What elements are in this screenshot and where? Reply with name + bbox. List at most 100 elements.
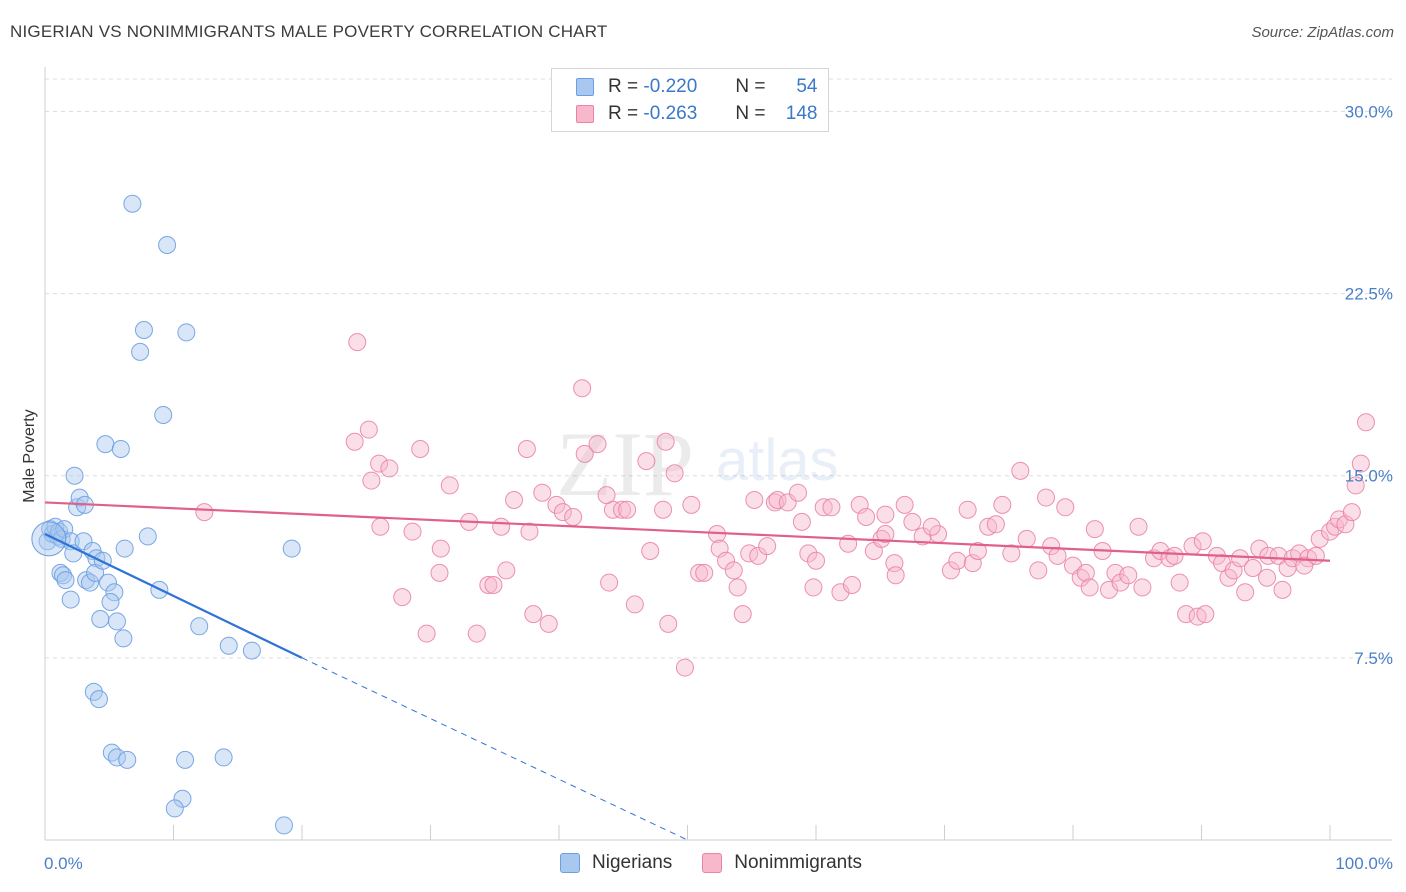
trend-line-nonimmigrants xyxy=(44,501,1331,562)
point-nonimmigrants xyxy=(431,539,450,558)
point-nonimmigrants xyxy=(659,614,678,633)
point-nonimmigrants xyxy=(1002,544,1021,563)
point-nonimmigrants xyxy=(1085,520,1104,539)
point-nonimmigrants xyxy=(842,576,861,594)
point-nonimmigrants xyxy=(1029,561,1048,580)
point-nonimmigrants xyxy=(963,554,982,573)
point-nonimmigrants xyxy=(804,578,823,597)
point-nonimmigrants xyxy=(1076,563,1095,582)
point-nigerians xyxy=(282,539,301,558)
point-nonimmigrants xyxy=(440,476,459,495)
point-nonimmigrants xyxy=(1056,498,1075,517)
point-nonimmigrants xyxy=(724,561,743,580)
point-nigerians xyxy=(105,583,124,602)
point-nonimmigrants xyxy=(1346,476,1365,495)
point-nonimmigrants xyxy=(993,495,1012,514)
point-nonimmigrants xyxy=(600,573,619,592)
gridlines xyxy=(45,78,1392,659)
point-nonimmigrants xyxy=(1310,529,1329,548)
point-nonimmigrants xyxy=(1273,580,1292,599)
point-nigerians xyxy=(134,321,153,339)
point-nigerians xyxy=(173,789,192,808)
point-nonimmigrants xyxy=(1144,549,1163,568)
point-nonimmigrants xyxy=(654,500,673,519)
point-nonimmigrants xyxy=(986,515,1005,534)
point-nonimmigrants xyxy=(765,493,784,512)
point-nonimmigrants xyxy=(573,379,592,398)
point-nonimmigrants xyxy=(1236,583,1255,602)
point-nonimmigrants xyxy=(876,525,895,543)
point-nonimmigrants xyxy=(1356,413,1375,432)
point-nonimmigrants xyxy=(553,503,572,522)
point-nigerians xyxy=(111,440,130,458)
point-nonimmigrants xyxy=(1295,556,1314,575)
point-nonimmigrants xyxy=(597,486,616,505)
point-nigerians xyxy=(131,342,150,361)
point-nigerians xyxy=(102,743,121,762)
bottom-legend-nonimmigrants: Nonimmigrants xyxy=(702,852,862,874)
point-nonimmigrants xyxy=(195,503,214,522)
point-nonimmigrants xyxy=(831,583,850,602)
point-nonimmigrants xyxy=(417,624,436,643)
point-nigerians xyxy=(115,539,134,558)
point-nonimmigrants xyxy=(1306,546,1325,565)
point-nonimmigrants xyxy=(637,452,656,471)
y-tick-label: 22.5% xyxy=(1345,285,1393,304)
point-nonimmigrants xyxy=(958,500,977,519)
point-nonimmigrants xyxy=(876,505,895,524)
point-nigerians xyxy=(242,641,261,660)
point-nonimmigrants xyxy=(690,563,709,582)
legend-n-label: N = xyxy=(735,103,766,124)
point-nonimmigrants xyxy=(968,542,987,560)
bottom-legend-swatch-nigerians xyxy=(560,853,580,873)
point-nonimmigrants xyxy=(913,527,932,546)
point-nonimmigrants xyxy=(1129,517,1148,536)
point-nonimmigrants xyxy=(371,517,390,536)
point-nonimmigrants xyxy=(625,595,644,614)
point-nonimmigrants xyxy=(1119,566,1138,585)
point-nonimmigrants xyxy=(641,542,660,560)
point-nonimmigrants xyxy=(1170,573,1189,592)
bottom-legend: Nigerians Nonimmigrants xyxy=(560,852,892,874)
point-nigerians xyxy=(91,610,110,628)
point-nonimmigrants xyxy=(411,440,430,458)
point-nigerians xyxy=(190,617,209,636)
bottom-legend-swatch-nonimmigrants xyxy=(702,853,723,873)
point-nigerians xyxy=(80,573,99,592)
point-nigerians xyxy=(96,435,115,454)
point-nigerians xyxy=(219,636,238,655)
point-nonimmigrants xyxy=(564,508,583,526)
point-nonimmigrants xyxy=(430,563,449,582)
point-nonimmigrants xyxy=(1165,546,1184,565)
point-nigerians xyxy=(165,799,184,818)
point-nonimmigrants xyxy=(1011,461,1030,480)
point-nigerians xyxy=(98,573,117,592)
point-nigerians xyxy=(177,323,196,342)
point-nonimmigrants xyxy=(948,551,967,570)
point-nonimmigrants xyxy=(393,588,412,607)
point-nonimmigrants xyxy=(814,498,833,517)
y-tick-label: 30.0% xyxy=(1345,102,1393,121)
point-nigerians xyxy=(114,629,133,648)
legend-n-label: N = xyxy=(735,76,766,97)
point-nigerians xyxy=(123,194,142,213)
point-nigerians xyxy=(138,527,157,546)
point-nigerians xyxy=(31,521,67,557)
point-nonimmigrants xyxy=(1321,522,1339,541)
point-nonimmigrants xyxy=(524,605,543,624)
point-nonimmigrants xyxy=(467,624,486,643)
legend-row-nigerians: R = -0.220 N = 54 xyxy=(576,75,818,99)
legend-r-value: -0.220 xyxy=(643,76,698,97)
bottom-legend-nigerians: Nigerians xyxy=(560,852,672,874)
tick-labels: 7.5% 15.0% 22.5% 30.0% 0.0% 100.0% xyxy=(44,102,1393,873)
y-tick-label: 15.0% xyxy=(1345,467,1393,486)
point-nonimmigrants xyxy=(479,576,498,594)
point-nonimmigrants xyxy=(1133,578,1152,597)
point-nonimmigrants xyxy=(895,495,914,514)
point-nonimmigrants xyxy=(1037,488,1056,507)
x-tick-label: 0.0% xyxy=(44,854,83,873)
series-nigerians-points xyxy=(31,194,301,835)
point-nonimmigrants xyxy=(618,500,637,519)
point-nonimmigrants xyxy=(717,551,736,570)
point-nigerians xyxy=(56,571,75,590)
